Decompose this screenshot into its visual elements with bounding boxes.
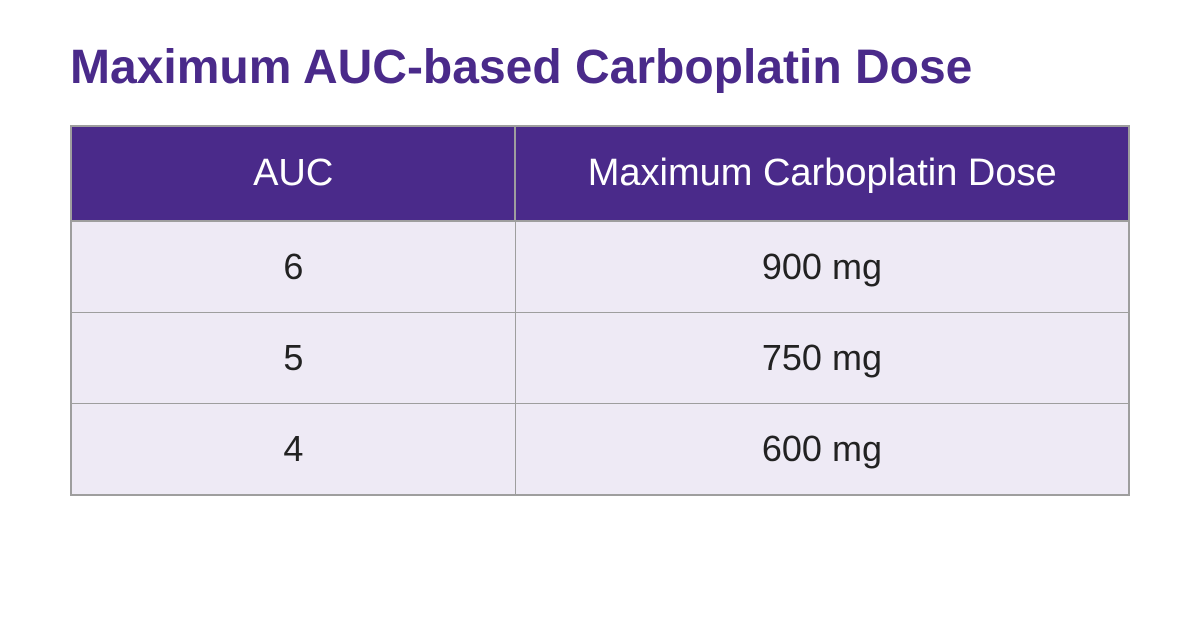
cell-auc: 5: [71, 313, 515, 404]
cell-auc: 4: [71, 404, 515, 496]
cell-dose: 900 mg: [515, 221, 1129, 313]
cell-dose: 600 mg: [515, 404, 1129, 496]
cell-dose: 750 mg: [515, 313, 1129, 404]
cell-auc: 6: [71, 221, 515, 313]
header-auc: AUC: [71, 126, 515, 221]
table-row: 5 750 mg: [71, 313, 1129, 404]
table-header-row: AUC Maximum Carboplatin Dose: [71, 126, 1129, 221]
table-row: 4 600 mg: [71, 404, 1129, 496]
page-title: Maximum AUC-based Carboplatin Dose: [70, 40, 1130, 95]
table-row: 6 900 mg: [71, 221, 1129, 313]
dose-table: AUC Maximum Carboplatin Dose 6 900 mg 5 …: [70, 125, 1130, 496]
header-max-dose: Maximum Carboplatin Dose: [515, 126, 1129, 221]
